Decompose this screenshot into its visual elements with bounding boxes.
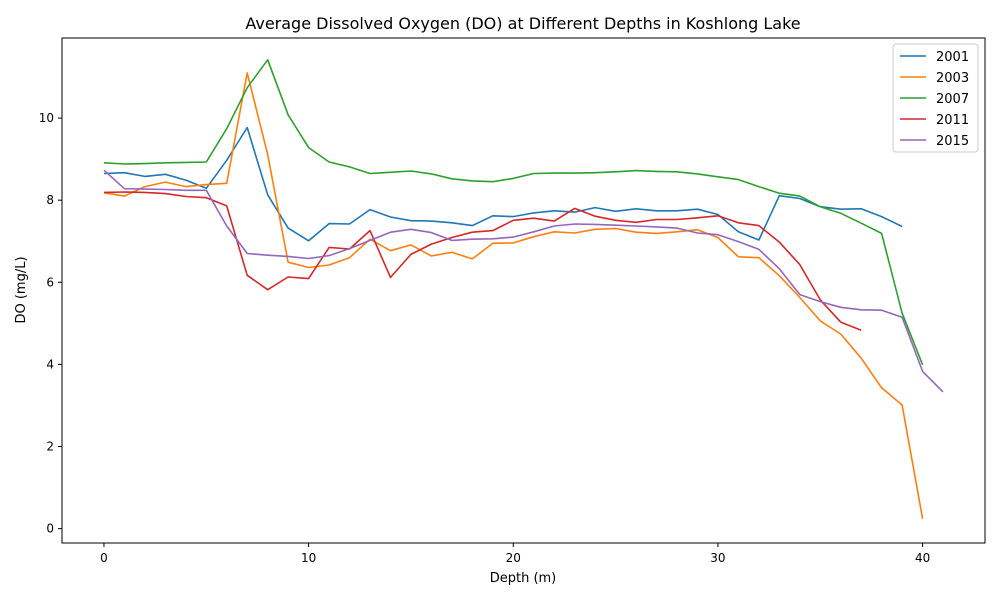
legend: 2001 2003 2007 2011 2015 [892, 43, 979, 153]
plot-area-frame [61, 37, 986, 544]
series-lines [103, 58, 944, 519]
legend-label-2011: 2011 [936, 113, 969, 128]
legend-label-2003: 2003 [936, 71, 969, 86]
x-tick-label: 20 [506, 551, 521, 565]
y-tick-label: 10 [39, 111, 54, 125]
x-tick-label: 30 [710, 551, 725, 565]
x-tick-label: 0 [100, 551, 108, 565]
series-line-2007 [103, 58, 924, 366]
x-tick-label: 40 [915, 551, 930, 565]
series-line-2015 [103, 169, 944, 393]
legend-box [892, 43, 979, 153]
chart-title: Average Dissolved Oxygen (DO) at Differe… [245, 14, 800, 33]
x-axis-ticks: 0 10 20 30 40 [100, 543, 930, 565]
y-axis-label: DO (mg/L) [14, 256, 29, 323]
legend-label-2001: 2001 [936, 50, 969, 65]
legend-label-2015: 2015 [936, 134, 969, 149]
x-axis-label: Depth (m) [490, 571, 557, 586]
y-tick-label: 8 [46, 193, 54, 207]
legend-label-2007: 2007 [936, 92, 969, 107]
x-tick-label: 10 [301, 551, 316, 565]
y-tick-label: 2 [46, 440, 54, 454]
y-axis-ticks: 0 2 4 6 8 10 [39, 111, 62, 536]
series-line-2011 [103, 191, 862, 332]
y-tick-label: 6 [46, 275, 54, 289]
y-tick-label: 0 [46, 522, 54, 536]
y-tick-label: 4 [46, 357, 54, 371]
series-line-2003 [103, 72, 924, 519]
series-line-2001 [103, 126, 903, 242]
